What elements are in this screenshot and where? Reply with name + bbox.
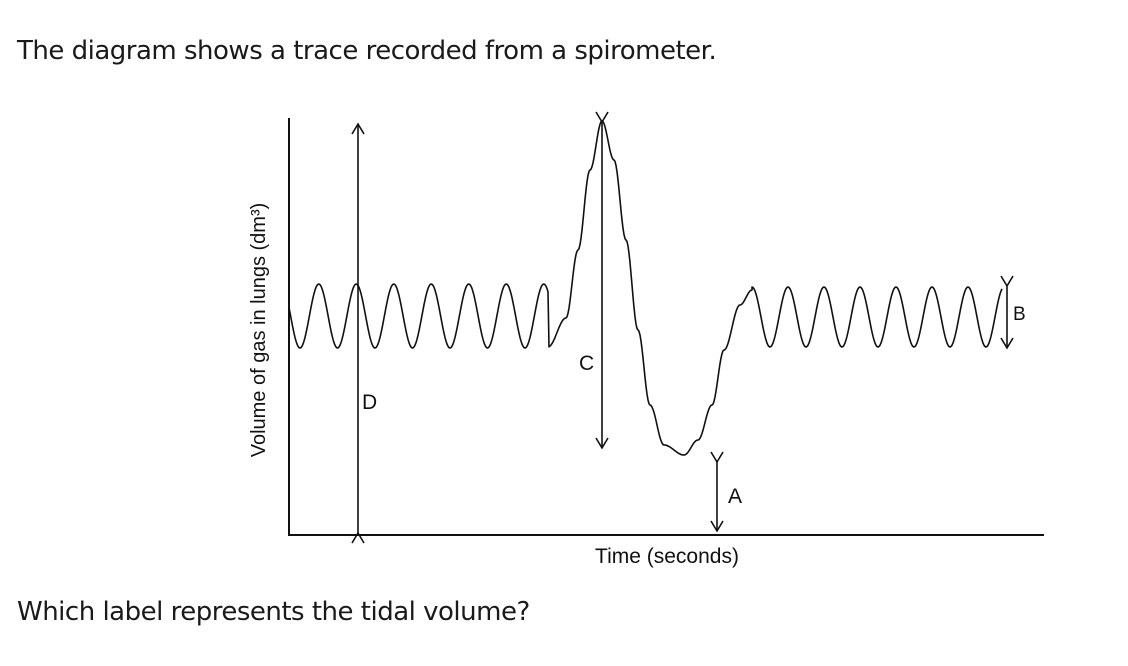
label-a: A xyxy=(728,485,742,508)
y-axis-label: Volume of gas in lungs (dm³) xyxy=(248,203,270,458)
label-c: C xyxy=(579,352,594,375)
label-d: D xyxy=(362,391,377,414)
spirometer-trace xyxy=(289,121,1002,455)
x-axis-label: Time (seconds) xyxy=(595,545,739,568)
question-text: Which label represents the tidal volume? xyxy=(17,597,530,627)
label-b: B xyxy=(1013,304,1026,325)
